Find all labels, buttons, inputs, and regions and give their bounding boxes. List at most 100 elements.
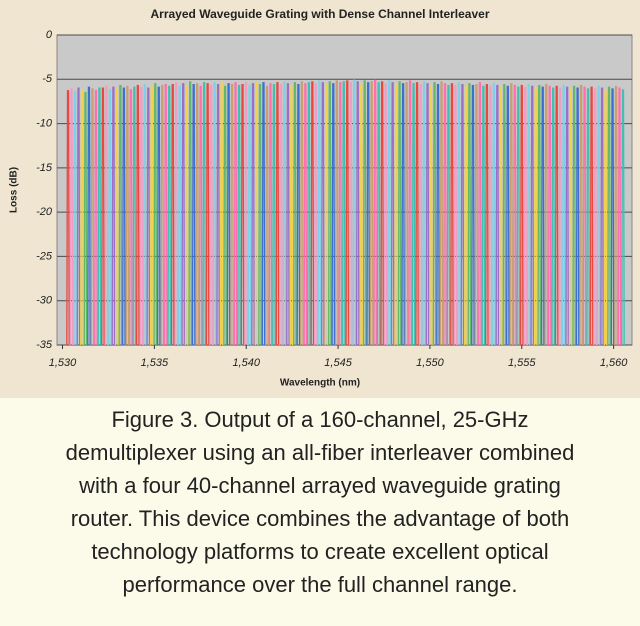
channel — [237, 84, 241, 346]
channel — [76, 87, 81, 346]
channel — [394, 83, 398, 346]
channel — [327, 81, 332, 346]
channel — [558, 87, 563, 346]
channel — [488, 85, 493, 346]
channel — [474, 83, 479, 346]
channel — [334, 80, 339, 346]
caption-line: with a four 40-channel arrayed waveguide… — [78, 473, 561, 498]
channel — [282, 81, 287, 346]
channel — [554, 85, 559, 346]
channel — [170, 83, 175, 346]
channel — [209, 84, 213, 346]
caption-line: technology platforms to create excellent… — [91, 539, 548, 564]
caption-line: performance over the full channel range. — [122, 572, 517, 597]
caption-background — [0, 398, 640, 626]
channel — [547, 85, 552, 346]
channel — [467, 83, 472, 346]
channel — [212, 82, 217, 346]
y-tick-label: -15 — [36, 162, 53, 174]
y-tick-label: -20 — [36, 206, 53, 218]
channel — [460, 83, 465, 346]
channel — [219, 81, 224, 346]
channel — [247, 84, 252, 346]
channel — [383, 83, 388, 346]
channel — [390, 82, 395, 346]
channel — [401, 83, 405, 346]
channel — [492, 83, 496, 346]
channel — [324, 83, 329, 346]
channel — [418, 83, 423, 346]
channel — [230, 83, 234, 346]
channel — [310, 81, 315, 346]
x-tick-label: 1,530 — [49, 357, 77, 369]
channel — [614, 85, 618, 346]
channel — [352, 79, 357, 346]
channel — [603, 89, 608, 346]
x-tick-label: 1,550 — [416, 357, 444, 369]
channel — [83, 91, 88, 346]
channel — [362, 80, 367, 346]
channel — [366, 82, 371, 346]
channel — [198, 85, 203, 346]
channel — [195, 83, 200, 346]
channel — [512, 84, 517, 346]
channel — [307, 82, 311, 346]
channel — [586, 88, 590, 346]
channel — [505, 85, 510, 346]
channel — [453, 84, 458, 346]
channel — [87, 86, 91, 346]
y-tick-label: -30 — [36, 295, 53, 307]
channel — [376, 82, 381, 346]
channel — [359, 83, 364, 346]
channel — [404, 82, 409, 346]
channel — [202, 82, 206, 346]
channel — [111, 86, 116, 346]
channel — [519, 84, 524, 346]
channel — [132, 86, 137, 346]
channel — [495, 84, 500, 346]
channel — [223, 85, 227, 346]
channel — [258, 83, 262, 346]
channel — [90, 88, 95, 346]
channel — [135, 84, 140, 346]
channel — [320, 82, 325, 346]
caption-line: demultiplexer using an all-fiber interle… — [66, 440, 575, 465]
channel — [533, 87, 538, 346]
channel — [205, 83, 210, 346]
channel — [341, 81, 346, 346]
channel — [537, 84, 542, 346]
channel — [104, 85, 109, 346]
channel — [355, 81, 360, 346]
x-tick-label: 1,555 — [508, 357, 536, 369]
channel — [551, 87, 556, 346]
channel — [317, 80, 322, 346]
channel — [589, 86, 594, 346]
channel — [481, 85, 486, 346]
channel — [69, 88, 74, 346]
channel — [498, 86, 503, 346]
channel — [174, 82, 179, 346]
channel — [593, 88, 597, 346]
channel — [188, 81, 193, 346]
channel — [275, 82, 280, 346]
channel — [380, 81, 385, 346]
channel — [226, 83, 231, 346]
channel — [139, 86, 144, 346]
channel — [125, 85, 130, 346]
channel — [607, 86, 611, 346]
channel — [450, 83, 454, 346]
channel — [265, 85, 269, 346]
caption-line: router. This device combines the advanta… — [71, 506, 570, 531]
channel — [181, 83, 186, 346]
channel — [526, 83, 531, 346]
channel — [600, 87, 604, 346]
channel — [167, 85, 172, 346]
channel — [621, 89, 625, 346]
y-tick-label: -35 — [36, 339, 53, 351]
channel — [432, 82, 437, 346]
channel — [240, 83, 245, 346]
channel — [596, 85, 601, 346]
channel — [149, 85, 154, 346]
channel — [94, 90, 98, 346]
channel — [216, 83, 220, 346]
